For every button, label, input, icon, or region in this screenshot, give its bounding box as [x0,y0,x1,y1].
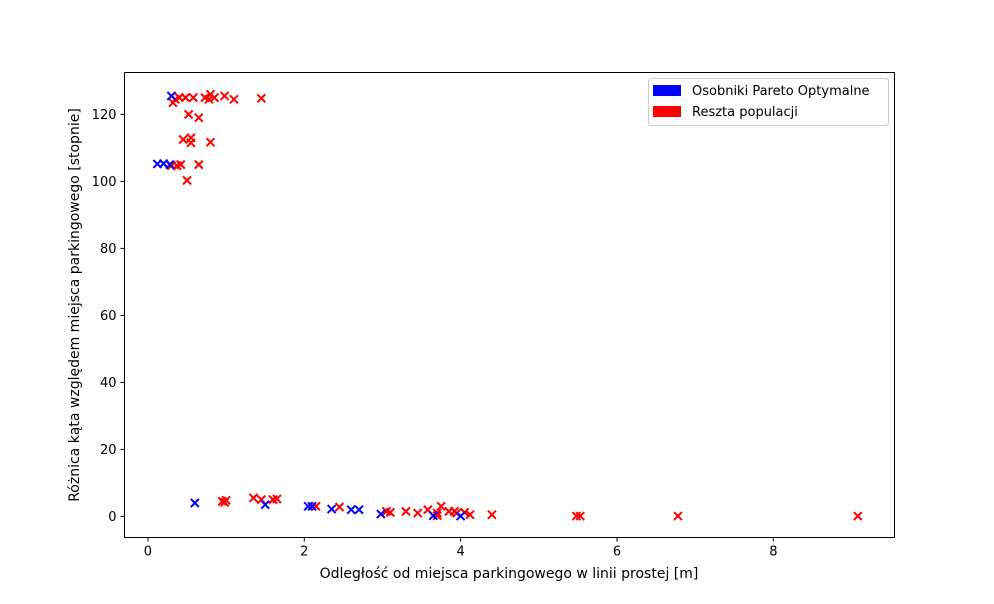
y-tick-label: 60 [100,309,117,324]
pareto-point [428,511,438,521]
population-point [673,511,683,521]
legend-frame [648,78,889,126]
pareto-point [326,504,337,514]
y-tick-label: 40 [100,376,117,391]
pareto-point [260,499,270,510]
data-points [152,89,863,521]
x-axis-ticks: 0 2 4 6 8 [144,537,777,560]
plot-area [124,72,895,538]
population-point [385,507,395,518]
y-axis-label: Różnica kąta względem miejsca parkingowe… [67,108,83,502]
legend: Osobniki Pareto Optymalne Reszta populac… [648,78,889,126]
population-point [571,511,582,521]
population-point [272,494,282,504]
pareto-point [354,504,364,515]
y-tick-label: 120 [92,108,117,123]
population-point [401,506,411,517]
pareto-point [455,511,466,521]
x-axis-label: Odległość od miejsca parkingowego w lini… [320,566,699,582]
population-point [853,511,863,521]
y-axis-ticks: 0 20 40 60 80 100 120 [92,108,125,525]
pareto-point [376,509,386,519]
population-point [311,501,321,512]
population-point [575,511,585,521]
population-point [186,138,196,148]
y-tick-label: 100 [92,175,117,190]
population-point [209,92,220,103]
legend-swatch-pareto [653,85,681,96]
population-point [465,510,475,520]
legend-label-rest: Reszta populacji [692,105,798,120]
pareto-point [190,498,200,508]
population-point [205,137,216,147]
population-point [188,92,198,103]
population-point [178,134,188,145]
x-tick-label: 0 [144,545,152,560]
pareto-point [303,501,313,512]
population-point [487,510,497,520]
y-tick-label: 80 [100,242,117,257]
population-point [334,502,345,512]
population-point [436,501,446,512]
population-point [256,93,267,104]
pareto-point [166,91,177,101]
y-tick-label: 20 [100,443,117,458]
x-tick-label: 2 [300,545,308,560]
population-point [432,511,442,521]
pareto-point [307,501,317,512]
population-point [219,497,230,508]
pareto-point [165,159,175,170]
x-tick-label: 6 [613,545,621,560]
population-point [180,92,191,103]
legend-swatch-rest [653,106,681,117]
population-point [194,113,204,123]
pareto-point [346,504,356,515]
population-point [229,94,239,105]
population-point [412,508,423,518]
population-point [182,175,192,186]
population-point [194,159,204,170]
population-point [219,91,230,101]
y-tick-label: 0 [108,510,116,525]
x-tick-label: 8 [769,545,777,560]
population-point [176,159,186,170]
x-tick-label: 4 [457,545,465,560]
population-point [248,493,259,503]
legend-label-pareto: Osobniki Pareto Optymalne [692,84,870,99]
population-point [183,109,194,120]
